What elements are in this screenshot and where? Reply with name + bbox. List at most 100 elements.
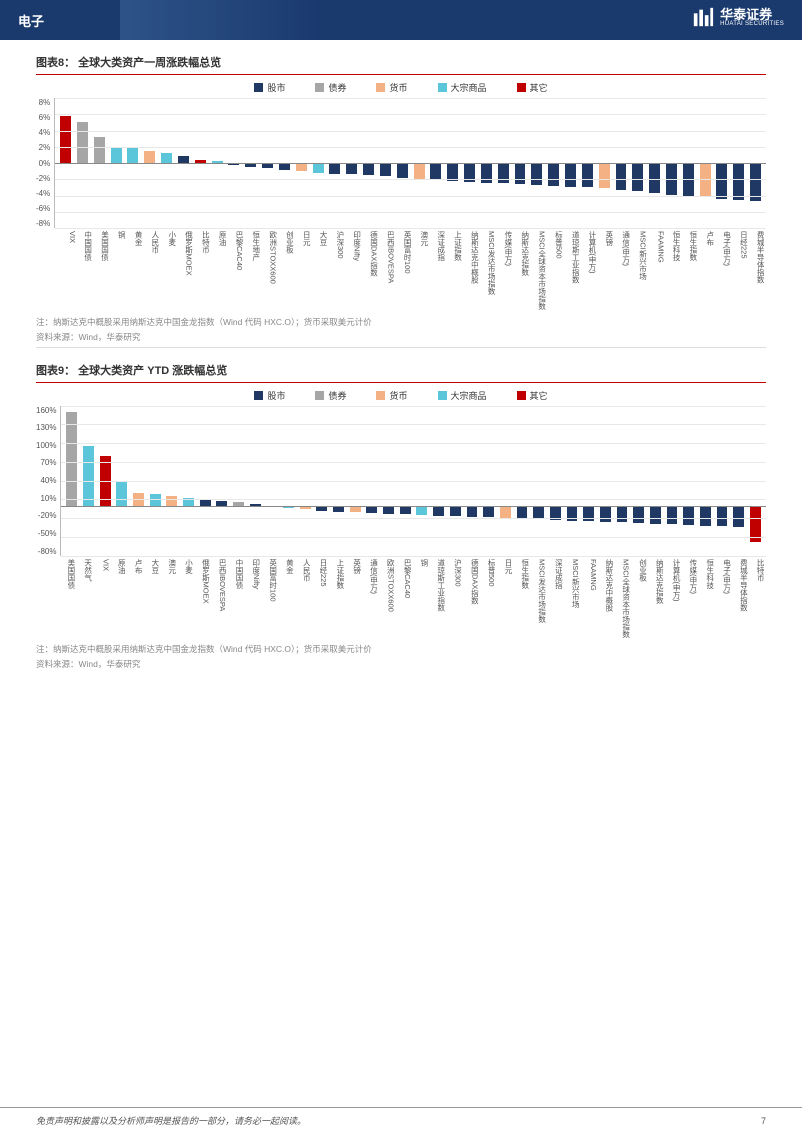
- bar: [531, 163, 542, 185]
- xlabel: 上证指数: [447, 230, 464, 310]
- gridline: [61, 462, 766, 463]
- bar: [296, 163, 307, 171]
- legend-label: 债券: [328, 81, 346, 94]
- bar: [632, 163, 643, 191]
- legend-label: 其它: [530, 389, 548, 402]
- bar: [600, 506, 611, 522]
- zero-line: [61, 506, 766, 507]
- xlabel: 卢布: [699, 230, 716, 310]
- xlabel: 美国国债: [60, 558, 77, 638]
- xlabel: 人民币: [144, 230, 161, 310]
- chart8: 8%6%4%2%0%-2%-4%-6%-8%: [36, 98, 766, 228]
- chart8-legend: 股市债券货币大宗商品其它: [36, 81, 766, 94]
- gridline: [55, 212, 766, 213]
- ytick: 4%: [39, 128, 51, 137]
- bar: [380, 163, 391, 176]
- gridline: [61, 499, 766, 500]
- xlabel: 小麦: [178, 558, 195, 638]
- legend-swatch: [315, 391, 324, 400]
- bar: [60, 116, 71, 163]
- legend-label: 大宗商品: [451, 389, 487, 402]
- xlabel: 恒生科技: [665, 230, 682, 310]
- xlabel: 俄罗斯MOEX: [195, 558, 212, 638]
- bar: [683, 506, 694, 525]
- xlabel: 电子(申万): [716, 230, 733, 310]
- brand-logo-icon: [692, 6, 714, 28]
- xlabel: MSCI新兴市场: [564, 558, 581, 638]
- xlabel: MSCI新兴市场: [632, 230, 649, 310]
- gridline: [55, 131, 766, 132]
- gridline: [55, 147, 766, 148]
- gridline: [55, 98, 766, 99]
- bar: [414, 163, 425, 179]
- legend-label: 股市: [267, 81, 285, 94]
- bar: [733, 163, 744, 200]
- brand: 华泰证券 HUATAI SECURITIES: [692, 6, 784, 28]
- xlabel: MSCI发达市场指数: [480, 230, 497, 310]
- legend-swatch: [438, 391, 447, 400]
- xlabel: 标普500: [548, 230, 565, 310]
- ytick: 160%: [36, 406, 56, 415]
- bar: [599, 163, 610, 188]
- header-category: 电子: [18, 11, 44, 30]
- chart8-source: 资料来源：Wind，华泰研究: [36, 331, 766, 343]
- brand-cn: 华泰证券: [720, 8, 784, 21]
- chart9-source: 资料来源：Wind，华泰研究: [36, 658, 766, 670]
- zero-line: [55, 163, 766, 164]
- chart8-yaxis: 8%6%4%2%0%-2%-4%-6%-8%: [36, 98, 54, 228]
- legend-item-bond: 债券: [315, 81, 346, 94]
- xlabel: 日元: [295, 230, 312, 310]
- bar: [548, 163, 559, 186]
- bar: [517, 506, 528, 519]
- chart9-title: 图表9： 全球大类资产 YTD 涨跌幅总览: [36, 362, 766, 378]
- xlabel: 计算机(申万): [581, 230, 598, 310]
- bar: [717, 506, 728, 527]
- xlabel: 日元: [497, 558, 514, 638]
- xlabel: 大豆: [312, 230, 329, 310]
- xlabel: 印度Nifty: [245, 558, 262, 638]
- xlabel: 道琼斯工业指数: [564, 230, 581, 310]
- chart9-xlabels: 美国国债天然气VIX原油卢布大豆澳元小麦俄罗斯MOEX巴西IBOVESPA中国国…: [36, 558, 766, 638]
- xlabel: 深证成指: [430, 230, 447, 310]
- bar: [700, 506, 711, 526]
- bar: [430, 163, 441, 180]
- bar: [400, 506, 411, 515]
- footer-disclaimer: 免责声明和披露以及分析师声明是报告的一部分，请务必一起阅读。: [36, 1114, 306, 1127]
- bar: [329, 163, 340, 174]
- chart8-box: 股市债券货币大宗商品其它 8%6%4%2%0%-2%-4%-6%-8% VIX中…: [36, 74, 766, 343]
- legend-item-currency: 货币: [376, 81, 407, 94]
- bar: [515, 163, 526, 184]
- bar: [617, 506, 628, 523]
- legend-item-commodity: 大宗商品: [438, 389, 487, 402]
- legend-swatch: [438, 83, 447, 92]
- legend-item-stock: 股市: [254, 389, 285, 402]
- xlabel: FAAMNG: [581, 558, 598, 638]
- xlabel: 美国国债: [94, 230, 111, 310]
- bar: [116, 481, 127, 506]
- bar: [144, 151, 155, 163]
- xlabel: 通信(申万): [363, 558, 380, 638]
- xlabel: 卢布: [127, 558, 144, 638]
- xlabel: 纳斯达克指数: [648, 558, 665, 638]
- bar: [178, 156, 189, 163]
- xlabel: 电子(申万): [716, 558, 733, 638]
- legend-item-other: 其它: [517, 81, 548, 94]
- bar: [649, 163, 660, 193]
- bar: [416, 506, 427, 515]
- legend-swatch: [254, 391, 263, 400]
- xlabel: 比特币: [195, 230, 212, 310]
- xlabel: 恒生指数: [514, 558, 531, 638]
- bar: [83, 446, 94, 505]
- ytick: 70%: [40, 458, 56, 467]
- xlabel: 通信(申万): [615, 230, 632, 310]
- bar: [397, 163, 408, 178]
- xlabel: 中国国债: [77, 230, 94, 310]
- xlabel: 黄金: [279, 558, 296, 638]
- ytick: -50%: [38, 529, 57, 538]
- ytick: 130%: [36, 423, 56, 432]
- xlabel: 原油: [110, 558, 127, 638]
- xlabel: 恒生科技: [699, 558, 716, 638]
- bar: [111, 147, 122, 163]
- gridline: [55, 228, 766, 229]
- xlabel: 英国富时100: [396, 230, 413, 310]
